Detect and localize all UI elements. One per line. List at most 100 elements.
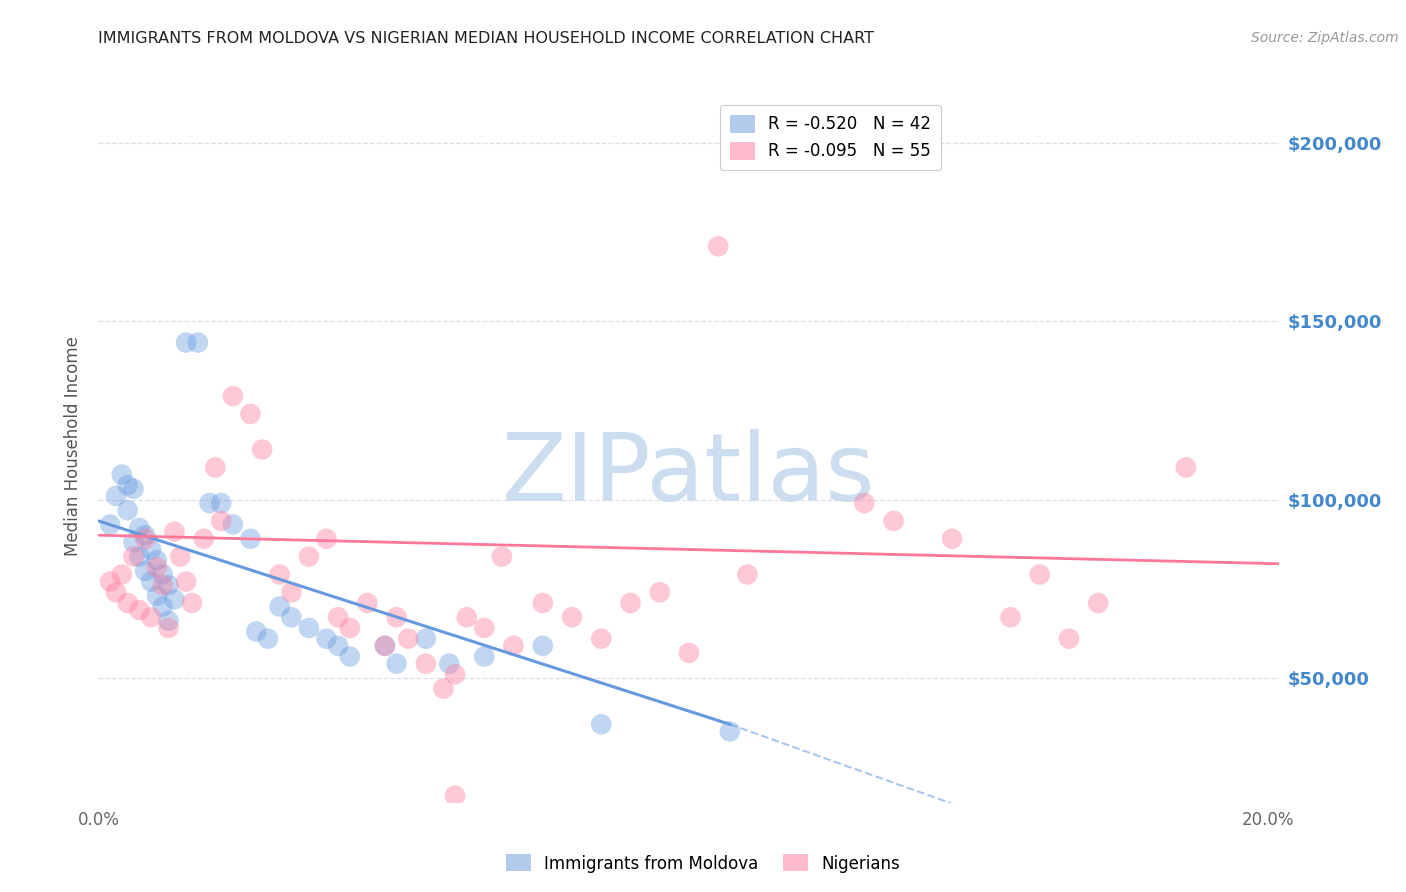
Point bbox=[396, 632, 419, 646]
Point bbox=[122, 535, 145, 549]
Point bbox=[239, 532, 262, 546]
Point bbox=[1174, 460, 1197, 475]
Point bbox=[374, 639, 396, 653]
Point bbox=[356, 596, 378, 610]
Point bbox=[269, 599, 291, 614]
Point bbox=[415, 632, 437, 646]
Point bbox=[648, 585, 671, 599]
Point bbox=[339, 649, 361, 664]
Point bbox=[531, 639, 554, 653]
Point bbox=[941, 532, 963, 546]
Point bbox=[339, 621, 361, 635]
Point bbox=[385, 657, 408, 671]
Point bbox=[222, 517, 245, 532]
Text: ZIPatlas: ZIPatlas bbox=[502, 428, 876, 521]
Point bbox=[193, 532, 215, 546]
Point bbox=[122, 482, 145, 496]
Point bbox=[245, 624, 267, 639]
Point bbox=[250, 442, 273, 457]
Point bbox=[134, 528, 156, 542]
Point bbox=[456, 610, 478, 624]
Point bbox=[444, 667, 467, 681]
Point bbox=[444, 789, 467, 803]
Point bbox=[128, 549, 150, 564]
Point bbox=[209, 514, 232, 528]
Point bbox=[146, 553, 169, 567]
Point bbox=[117, 478, 139, 492]
Point bbox=[591, 717, 613, 731]
Point bbox=[439, 657, 461, 671]
Point bbox=[326, 639, 349, 653]
Point bbox=[152, 599, 174, 614]
Point bbox=[174, 335, 197, 350]
Point bbox=[157, 578, 180, 592]
Point bbox=[326, 610, 349, 624]
Point bbox=[139, 574, 162, 589]
Point bbox=[280, 610, 302, 624]
Point bbox=[204, 460, 226, 475]
Point bbox=[853, 496, 876, 510]
Legend: Immigrants from Moldova, Nigerians: Immigrants from Moldova, Nigerians bbox=[499, 847, 907, 880]
Point bbox=[117, 503, 139, 517]
Point bbox=[134, 532, 156, 546]
Point bbox=[257, 632, 280, 646]
Point bbox=[591, 632, 613, 646]
Point bbox=[128, 603, 150, 617]
Text: Source: ZipAtlas.com: Source: ZipAtlas.com bbox=[1251, 31, 1399, 45]
Point bbox=[531, 596, 554, 610]
Point bbox=[1000, 610, 1022, 624]
Point bbox=[315, 532, 337, 546]
Point bbox=[415, 657, 437, 671]
Point bbox=[298, 549, 321, 564]
Point bbox=[163, 524, 186, 539]
Point bbox=[883, 514, 905, 528]
Point bbox=[139, 542, 162, 557]
Point bbox=[209, 496, 232, 510]
Point bbox=[128, 521, 150, 535]
Point bbox=[707, 239, 730, 253]
Point bbox=[374, 639, 396, 653]
Point bbox=[269, 567, 291, 582]
Point bbox=[1029, 567, 1052, 582]
Point bbox=[181, 596, 204, 610]
Point bbox=[98, 574, 121, 589]
Point bbox=[111, 567, 134, 582]
Y-axis label: Median Household Income: Median Household Income bbox=[65, 336, 83, 556]
Point bbox=[146, 589, 169, 603]
Point bbox=[298, 621, 321, 635]
Point bbox=[98, 517, 121, 532]
Point bbox=[239, 407, 262, 421]
Point bbox=[198, 496, 221, 510]
Point bbox=[718, 724, 741, 739]
Point bbox=[432, 681, 454, 696]
Point bbox=[111, 467, 134, 482]
Point bbox=[152, 567, 174, 582]
Point bbox=[174, 574, 197, 589]
Point bbox=[157, 614, 180, 628]
Text: IMMIGRANTS FROM MOLDOVA VS NIGERIAN MEDIAN HOUSEHOLD INCOME CORRELATION CHART: IMMIGRANTS FROM MOLDOVA VS NIGERIAN MEDI… bbox=[98, 31, 875, 46]
Point bbox=[491, 549, 513, 564]
Point bbox=[152, 578, 174, 592]
Point bbox=[619, 596, 641, 610]
Point bbox=[502, 639, 524, 653]
Point bbox=[737, 567, 759, 582]
Point bbox=[222, 389, 245, 403]
Point bbox=[472, 649, 495, 664]
Point bbox=[104, 585, 127, 599]
Point bbox=[187, 335, 209, 350]
Point bbox=[139, 610, 162, 624]
Point bbox=[169, 549, 191, 564]
Point bbox=[122, 549, 145, 564]
Point bbox=[385, 610, 408, 624]
Point bbox=[472, 621, 495, 635]
Point bbox=[561, 610, 583, 624]
Point bbox=[315, 632, 337, 646]
Legend: R = -0.520   N = 42, R = -0.095   N = 55: R = -0.520 N = 42, R = -0.095 N = 55 bbox=[720, 104, 942, 170]
Point bbox=[678, 646, 700, 660]
Point bbox=[134, 564, 156, 578]
Point bbox=[163, 592, 186, 607]
Point bbox=[1087, 596, 1109, 610]
Point bbox=[157, 621, 180, 635]
Point bbox=[104, 489, 127, 503]
Point bbox=[1057, 632, 1080, 646]
